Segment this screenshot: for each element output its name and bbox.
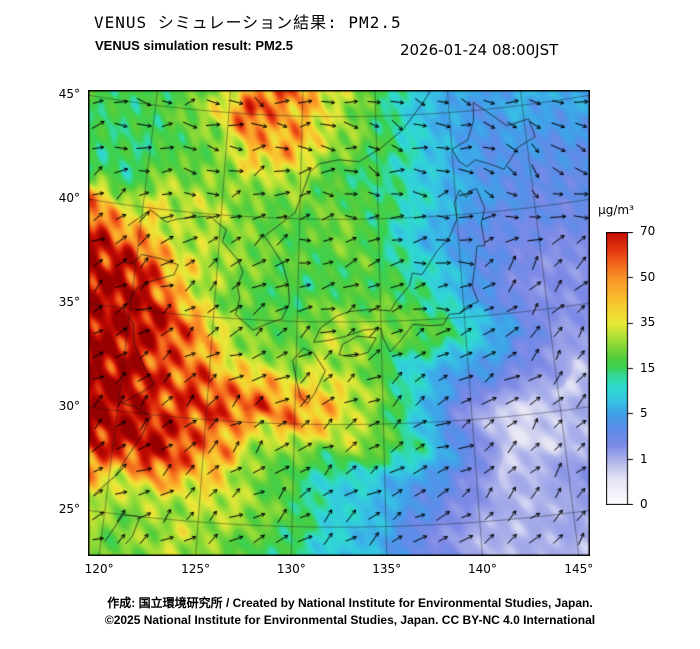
colorbar-unit-label: µg/m³	[598, 203, 634, 217]
colorbar-tick-label: 70	[640, 224, 656, 238]
colorbar-canvas	[606, 232, 634, 505]
timestamp: 2026-01-24 08:00JST	[400, 41, 559, 59]
colorbar-tick-label: 1	[640, 451, 648, 466]
x-tick-label: 125°	[181, 562, 210, 576]
credit-line: 作成: 国立環境研究所 / Created by National Instit…	[107, 596, 593, 610]
y-tick-label: 40°	[58, 191, 80, 206]
x-tick-label: 140°	[467, 562, 497, 576]
x-tick-label: 135°	[372, 562, 402, 576]
colorbar-tick-label: 15	[640, 360, 656, 375]
title-english: VENUS simulation result: PM2.5	[95, 38, 293, 53]
y-tick-label: 30°	[58, 398, 80, 413]
pm25-map-canvas	[88, 90, 590, 556]
x-tick-label: 120°	[84, 562, 114, 576]
y-tick-label: 35°	[58, 295, 80, 310]
x-tick-label: 145°	[564, 562, 594, 576]
title-japanese: VENUS シミュレーション結果: PM2.5	[94, 13, 402, 32]
colorbar-tick-label: 5	[640, 406, 648, 420]
y-tick-label: 25°	[58, 502, 80, 517]
colorbar-tick-label: 35	[640, 315, 656, 329]
license-line: ©2025 National Institute for Environment…	[104, 613, 596, 627]
colorbar-tick-label: 50	[640, 269, 656, 284]
y-tick-label: 45°	[58, 87, 80, 102]
x-tick-label: 130°	[276, 562, 306, 576]
colorbar-tick-label: 0	[640, 497, 648, 511]
